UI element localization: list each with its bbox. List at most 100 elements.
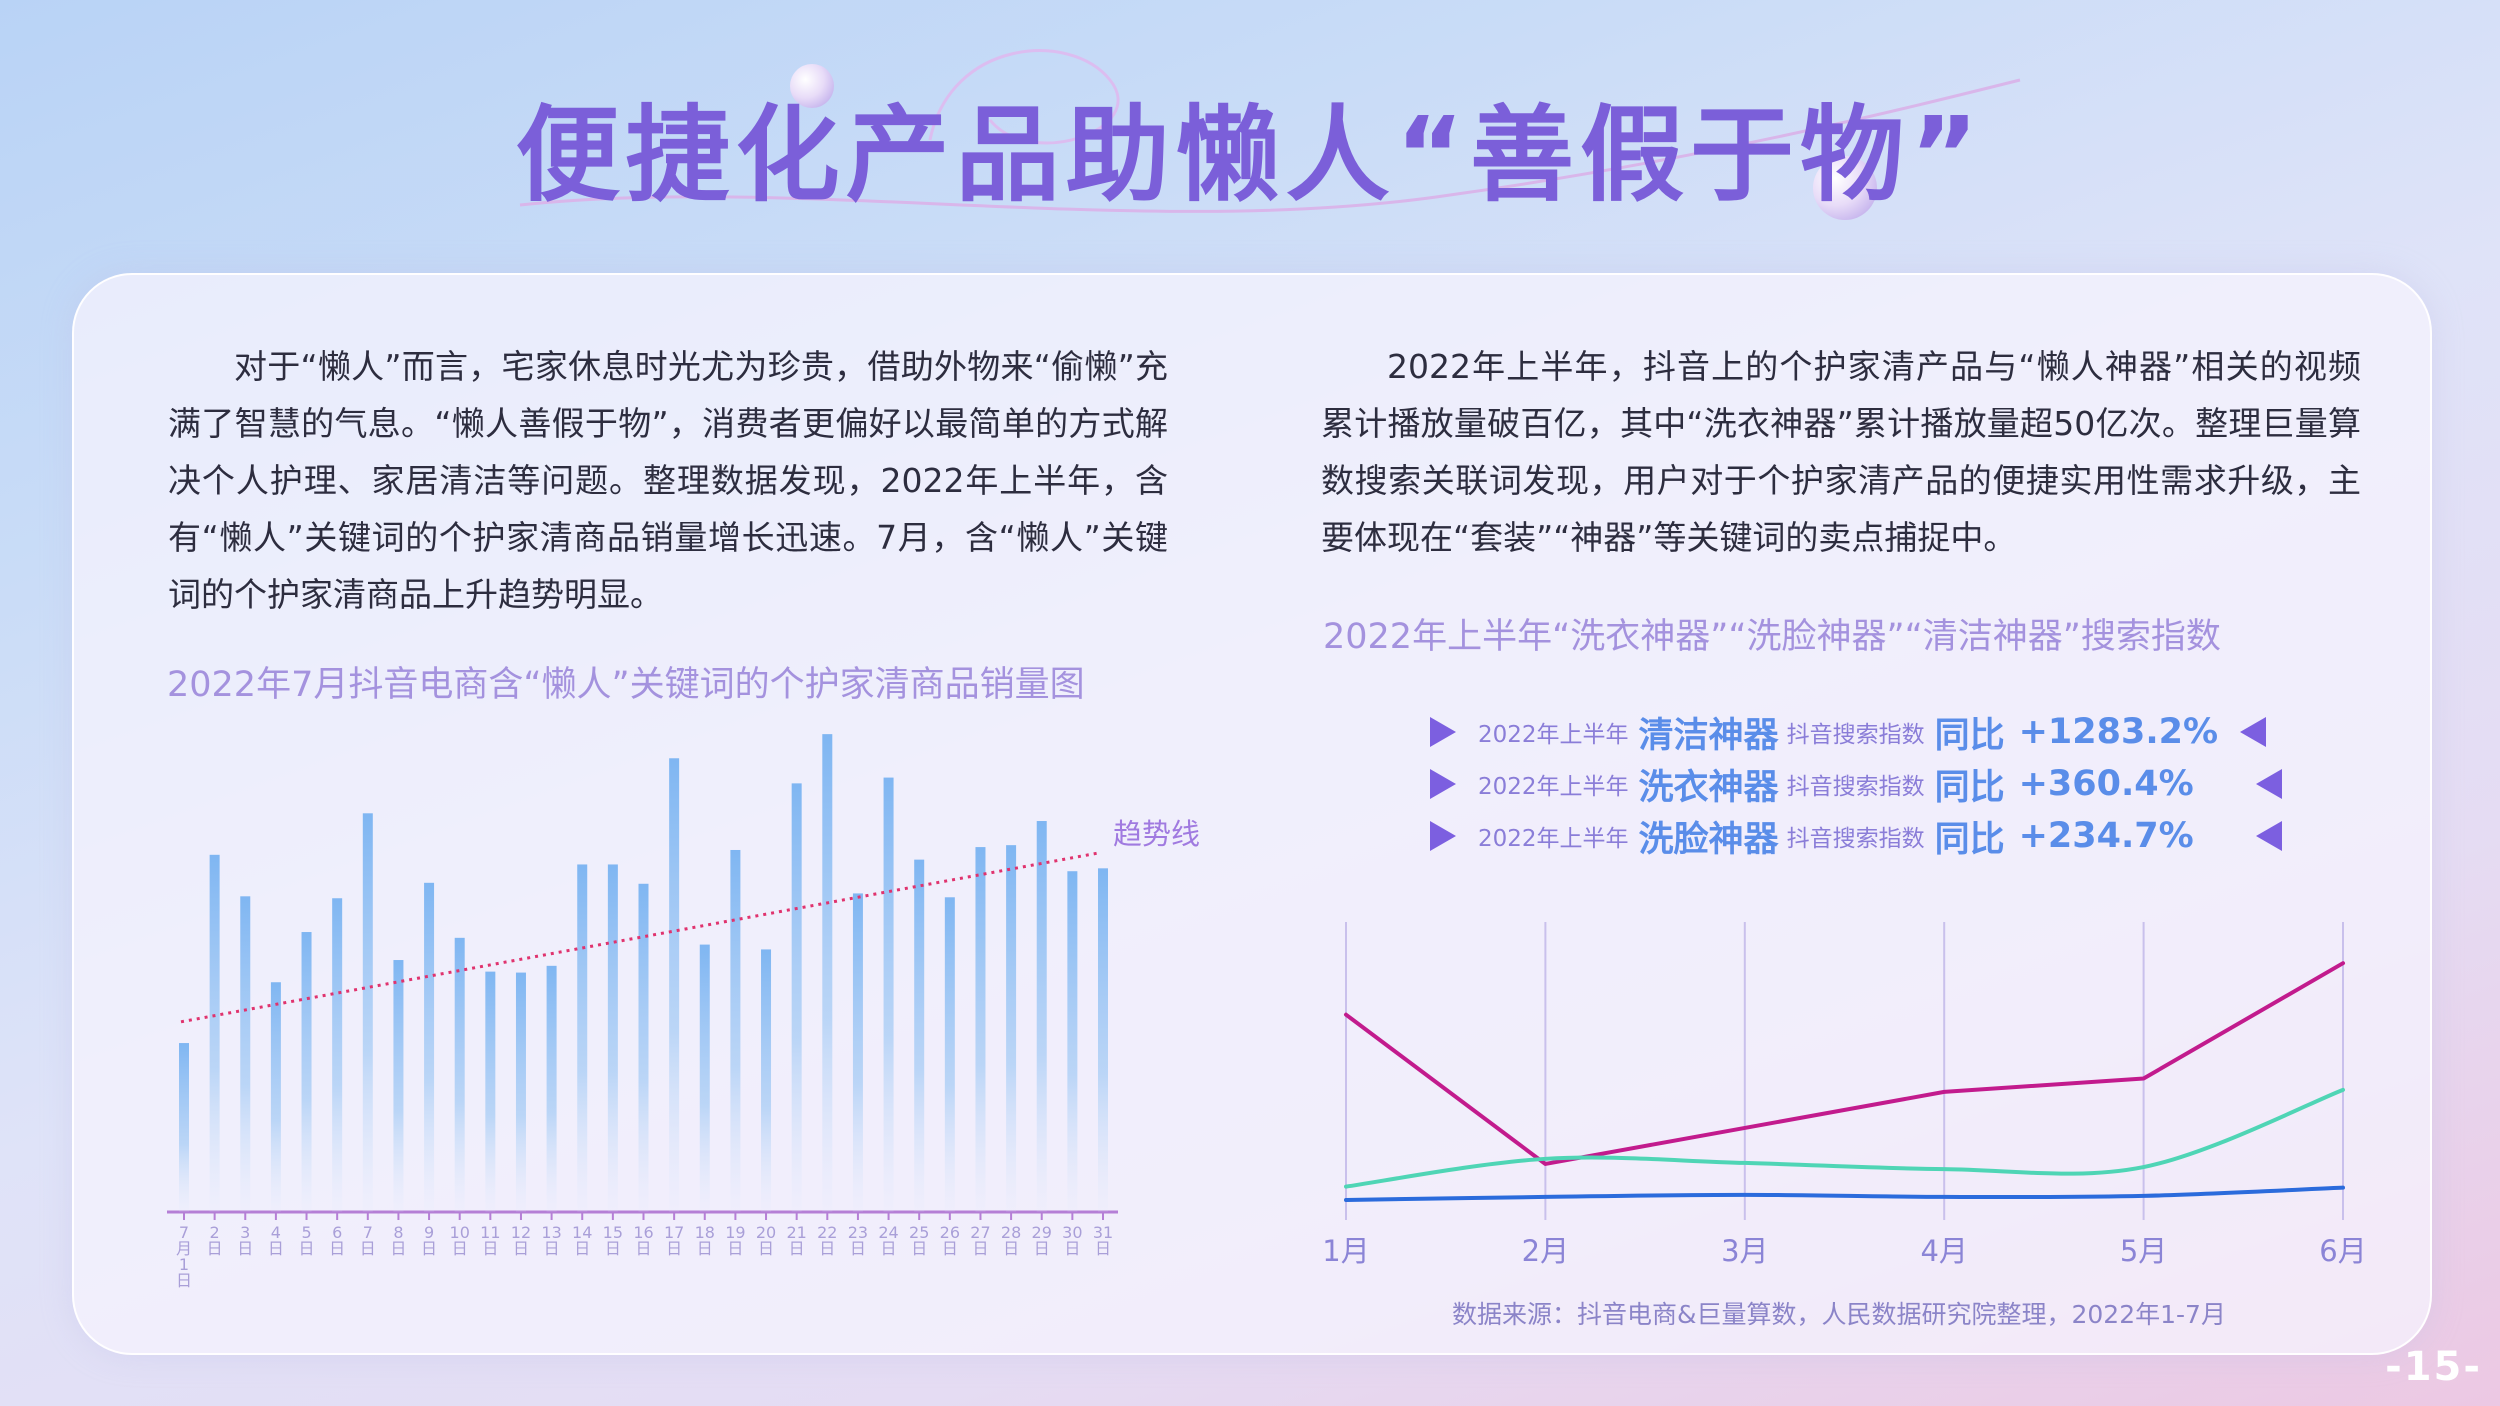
x-tick-label: 日 (1095, 1239, 1111, 1258)
x-tick-label: 28 (1001, 1223, 1021, 1242)
x-tick-label: 日 (819, 1239, 835, 1258)
bar (424, 882, 435, 1212)
bar (638, 883, 649, 1212)
x-tick-label: 10 (450, 1223, 470, 1242)
x-tick-label: 日 (421, 1239, 437, 1258)
x-tick-label: 日 (666, 1239, 682, 1258)
bar (1006, 845, 1017, 1212)
left-paragraph: 对于“懒人”而言，宅家休息时光尤为珍贵，借助外物来“偷懒”充满了智慧的气息。“懒… (168, 347, 1168, 614)
bar-chart-title: 2022年7月抖音电商含“懒人”关键词的个护家清商品销量图 (167, 665, 1085, 705)
x-tick-label: 31 (1093, 1223, 1113, 1242)
bar (1036, 821, 1047, 1212)
page-title: 便捷化产品助懒人“善假于物” (515, 94, 1985, 216)
stat-value: +360.4% (2018, 764, 2194, 804)
bar (1067, 871, 1078, 1212)
bar (914, 859, 925, 1212)
x-tick-label: 1 (179, 1255, 189, 1274)
stat-prefix: 2022年上半年 (1478, 774, 1629, 800)
x-tick-label: 11 (480, 1223, 500, 1242)
x-tick-label: 日 (881, 1239, 897, 1258)
x-tick-label: 日 (789, 1239, 805, 1258)
bar (393, 960, 404, 1212)
x-tick-label: 日 (635, 1239, 651, 1258)
bar (822, 734, 833, 1212)
stat-label: 同比 (1934, 819, 2005, 860)
stat-middle: 抖音搜索指数 (1786, 774, 1925, 800)
x-tick-label: 日 (758, 1239, 774, 1258)
bar (791, 783, 802, 1212)
stat-keyword: 洗衣神器 (1638, 767, 1779, 808)
x-tick-label: 1月 (1322, 1234, 1369, 1268)
x-tick-label: 25 (909, 1223, 929, 1242)
stat-keyword: 清洁神器 (1638, 715, 1779, 756)
x-tick-label: 日 (268, 1239, 284, 1258)
bar (485, 971, 496, 1212)
x-tick-label: 日 (605, 1239, 621, 1258)
stat-row: 2022年上半年 清洁神器 抖音搜索指数 同比 +1283.2% (1430, 707, 2267, 757)
x-tick-label: 日 (697, 1239, 713, 1258)
x-tick-label: 23 (848, 1223, 868, 1242)
x-tick-label: 5月 (2120, 1234, 2167, 1268)
bar (975, 847, 986, 1212)
x-tick-label: 6月 (2319, 1234, 2366, 1268)
x-tick-label: 日 (544, 1239, 560, 1258)
bar (730, 849, 741, 1212)
bar (454, 937, 465, 1212)
x-tick-label: 4 (271, 1223, 281, 1242)
bar (577, 864, 588, 1212)
arrow-right-icon (1430, 821, 1456, 851)
stat-keyword: 洗脸神器 (1638, 819, 1779, 860)
x-tick-label: 日 (911, 1239, 927, 1258)
x-tick-label: 日 (390, 1239, 406, 1258)
x-tick-label: 3月 (1721, 1234, 1768, 1268)
line-chart-title: 2022年上半年“洗衣神器”“洗脸神器”“清洁神器”搜索指数 (1323, 617, 2221, 657)
trend-line-label: 趋势线 (1113, 817, 1200, 851)
arrow-left-icon (2255, 821, 2282, 851)
x-tick-label: 16 (633, 1223, 653, 1242)
trend-line (180, 851, 1100, 1024)
stat-value: +234.7% (2018, 816, 2194, 856)
x-tick-label: 27 (970, 1223, 990, 1242)
bar (699, 944, 710, 1212)
x-tick-label: 日 (329, 1239, 345, 1258)
bar (179, 1043, 189, 1212)
decorative-curve (928, 49, 1120, 145)
x-tick-label: 29 (1032, 1223, 1052, 1242)
x-tick-label: 4月 (1920, 1234, 1967, 1268)
x-tick-label: 14 (572, 1223, 592, 1242)
x-tick-label: 2月 (1522, 1234, 1569, 1268)
arrow-right-icon (1430, 769, 1456, 799)
x-tick-label: 日 (850, 1239, 866, 1258)
x-tick-label: 日 (1003, 1239, 1019, 1258)
x-tick-label: 日 (574, 1239, 590, 1258)
x-tick-label: 8 (393, 1223, 403, 1242)
x-tick-label: 18 (695, 1223, 715, 1242)
x-tick-label: 月 (176, 1239, 192, 1258)
data-source: 数据来源：抖音电商&巨量算数，人民数据研究院整理，2022年1-7月 (1452, 1300, 2226, 1329)
x-tick-label: 日 (452, 1239, 468, 1258)
bar (270, 982, 281, 1212)
stat-value: +1283.2% (2018, 712, 2219, 752)
x-tick-label: 日 (972, 1239, 988, 1258)
page-number: -15- (2385, 1344, 2482, 1390)
stat-prefix: 2022年上半年 (1478, 826, 1629, 852)
arrow-left-icon (2255, 769, 2282, 799)
x-tick-label: 20 (756, 1223, 776, 1242)
series-line (1344, 1087, 2345, 1189)
x-tick-label: 日 (1034, 1239, 1050, 1258)
x-tick-label: 21 (786, 1223, 806, 1242)
stat-prefix: 2022年上半年 (1478, 722, 1629, 748)
right-paragraph: 2022年上半年，抖音上的个护家清产品与“懒人神器”相关的视频累计播放量破百亿，… (1321, 347, 2361, 557)
x-tick-label: 17 (664, 1223, 684, 1242)
x-tick-label: 日 (360, 1239, 376, 1258)
x-tick-label: 日 (176, 1271, 192, 1290)
bar (301, 932, 312, 1212)
x-tick-label: 日 (482, 1239, 498, 1258)
x-tick-label: 15 (603, 1223, 623, 1242)
x-tick-label: 日 (1064, 1239, 1080, 1258)
stat-row: 2022年上半年 洗衣神器 抖音搜索指数 同比 +360.4% (1430, 759, 2282, 809)
x-tick-label: 日 (727, 1239, 743, 1258)
x-tick-label: 日 (237, 1239, 253, 1258)
x-tick-label: 22 (817, 1223, 837, 1242)
